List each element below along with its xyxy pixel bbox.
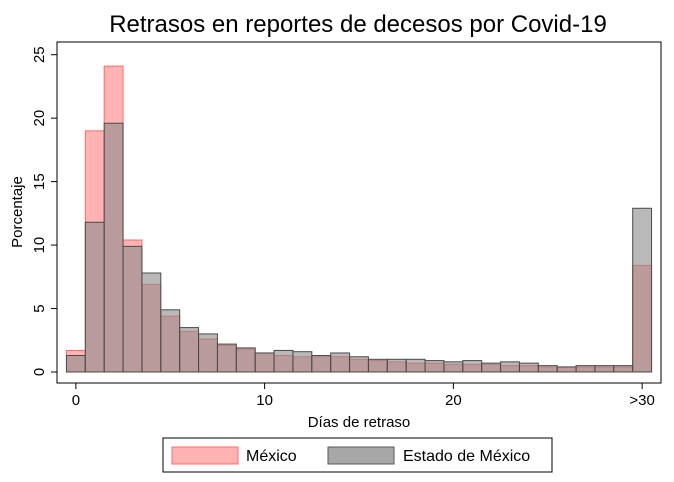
legend-swatch-estado-de-mexico	[327, 446, 395, 465]
bar-estado-de-mexico-17	[386, 358, 407, 373]
bar-estado-de-mexico-3	[122, 245, 143, 373]
legend-swatch-mexico	[171, 446, 239, 465]
y-tick-label-15: 15	[31, 173, 48, 190]
bar-estado-de-mexico-26	[556, 366, 577, 373]
bar-estado-de-mexico-29	[613, 365, 634, 373]
y-tick-label-10: 10	[31, 237, 48, 254]
bar-estado-de-mexico-21	[462, 360, 483, 373]
bar-estado-de-mexico-1	[84, 221, 105, 373]
bar-estado-de-mexico-20	[443, 361, 464, 373]
bar-estado-de-mexico-24	[518, 362, 539, 373]
bar-estado-de-mexico-19	[424, 360, 445, 373]
x-axis: 0 10 20 >30	[72, 383, 655, 409]
y-tick-label-5: 5	[31, 304, 48, 312]
y-axis-label: Porcentaje	[9, 176, 26, 248]
bar-estado-de-mexico-23	[500, 361, 520, 373]
bar-estado-de-mexico-27	[575, 365, 596, 373]
bar-estado-de-mexico-18	[405, 358, 426, 373]
bar-estado-de-mexico-9	[235, 347, 256, 373]
legend: México Estado de México	[162, 437, 553, 473]
legend-label-mexico: México	[246, 448, 297, 465]
bar-estado-de-mexico-30	[632, 207, 653, 373]
bar-estado-de-mexico-7	[198, 333, 218, 373]
series-estado-de-mexico-bars	[65, 122, 653, 373]
bar-estado-de-mexico-15	[349, 356, 369, 373]
x-tick-label-0: 0	[72, 392, 80, 409]
y-tick-label-20: 20	[31, 110, 48, 127]
bar-estado-de-mexico-10	[254, 352, 275, 373]
x-tick-label-20: 20	[445, 392, 462, 409]
bar-estado-de-mexico-6	[179, 327, 200, 373]
bar-estado-de-mexico-4	[141, 272, 162, 373]
bar-estado-de-mexico-8	[216, 343, 237, 373]
chart-title: Retrasos en reportes de decesos por Covi…	[109, 11, 607, 38]
bar-estado-de-mexico-0	[65, 355, 86, 373]
bar-estado-de-mexico-12	[292, 351, 313, 373]
y-axis: 0 5 10 15 20 25	[31, 46, 57, 376]
bar-estado-de-mexico-14	[330, 352, 351, 373]
bar-estado-de-mexico-22	[481, 362, 502, 373]
bar-estado-de-mexico-13	[311, 355, 332, 373]
bar-estado-de-mexico-11	[273, 349, 294, 373]
bar-estado-de-mexico-16	[367, 358, 388, 373]
y-tick-label-0: 0	[31, 368, 48, 376]
bar-estado-de-mexico-28	[594, 365, 615, 373]
x-tick-label-30: >30	[629, 392, 654, 409]
x-axis-label: Días de retraso	[308, 414, 411, 431]
y-tick-label-25: 25	[31, 46, 48, 63]
bar-estado-de-mexico-2	[103, 122, 124, 373]
bar-estado-de-mexico-25	[537, 365, 558, 373]
legend-label-estado-de-mexico: Estado de México	[403, 448, 530, 465]
bar-estado-de-mexico-5	[160, 309, 181, 373]
x-tick-label-10: 10	[256, 392, 273, 409]
